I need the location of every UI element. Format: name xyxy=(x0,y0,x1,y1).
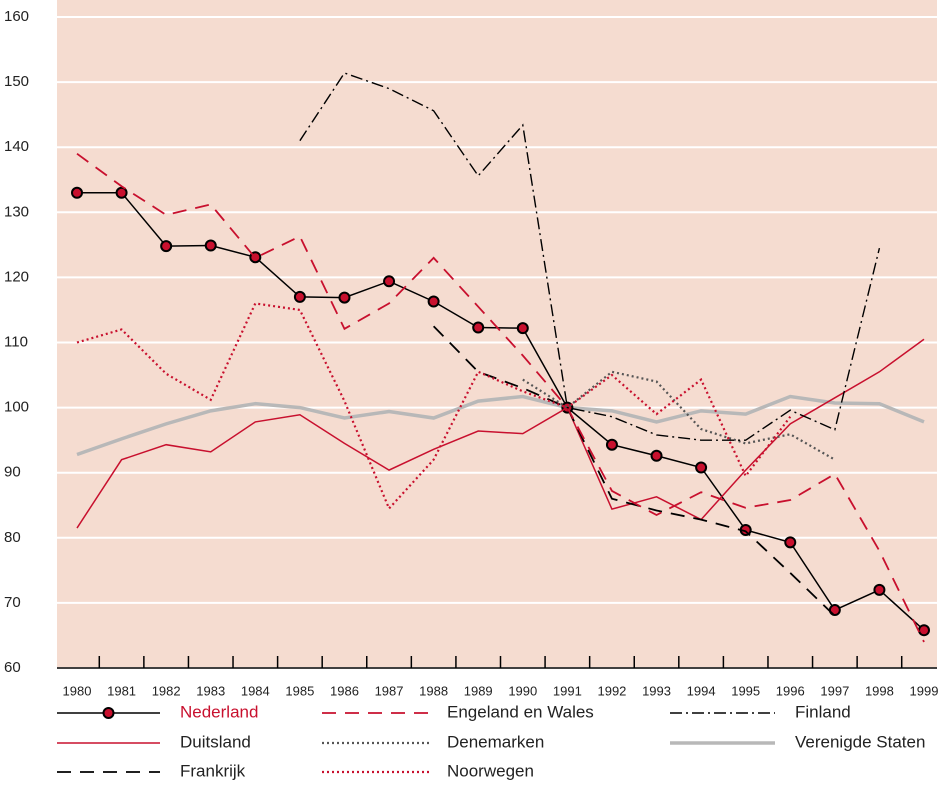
point-marker xyxy=(873,583,886,596)
x-tick-label: 1997 xyxy=(820,683,849,698)
x-tick-label: 1987 xyxy=(375,683,404,698)
point-marker xyxy=(293,290,306,303)
series-line xyxy=(522,370,836,461)
x-tick-label: 1998 xyxy=(865,683,894,698)
x-tick-label: 1996 xyxy=(776,683,805,698)
point-marker xyxy=(650,449,663,462)
y-tick-label: 140 xyxy=(4,138,29,155)
y-tick-label: 70 xyxy=(4,594,21,611)
y-tick-label: 80 xyxy=(4,529,21,546)
x-tick-label: 1983 xyxy=(196,683,225,698)
y-tick-label: 60 xyxy=(4,659,21,676)
y-tick-label: 100 xyxy=(4,399,29,416)
series-line xyxy=(76,338,925,529)
x-tick-label: 1984 xyxy=(241,683,270,698)
legend-label: Nederland xyxy=(180,702,258,721)
legend-label: Frankrijk xyxy=(180,761,246,780)
y-tick-label: 160 xyxy=(4,8,29,25)
legend-marker xyxy=(102,707,115,719)
point-marker xyxy=(160,240,173,253)
x-tick-label: 1988 xyxy=(419,683,448,698)
series-line xyxy=(76,152,925,643)
x-tick-label: 1980 xyxy=(63,683,92,698)
legend-label: Duitsland xyxy=(180,732,251,751)
legend-label: Finland xyxy=(795,702,851,721)
point-marker xyxy=(338,291,351,304)
x-tick-label: 1999 xyxy=(910,683,939,698)
series-line xyxy=(76,394,925,457)
y-tick-label: 110 xyxy=(4,333,28,350)
point-marker xyxy=(605,438,618,451)
x-tick-label: 1981 xyxy=(107,683,136,698)
legend-label: Engeland en Wales xyxy=(447,702,594,721)
x-tick-label: 1991 xyxy=(553,683,582,698)
x-tick-label: 1992 xyxy=(597,683,626,698)
plot-background xyxy=(57,0,937,668)
point-marker xyxy=(71,186,83,199)
y-tick-label: 150 xyxy=(4,73,29,90)
y-tick-label: 130 xyxy=(4,203,29,220)
x-tick-label: 1985 xyxy=(285,683,314,698)
legend-label: Noorwegen xyxy=(447,761,534,780)
series-line xyxy=(76,302,792,511)
legend-label: Denemarken xyxy=(447,732,544,751)
x-tick-label: 1989 xyxy=(464,683,493,698)
point-marker xyxy=(784,536,797,549)
y-tick-label: 120 xyxy=(4,268,29,285)
series-line xyxy=(299,72,881,441)
point-marker xyxy=(427,295,440,308)
point-marker xyxy=(695,461,708,474)
x-tick-label: 1990 xyxy=(508,683,537,698)
series-line xyxy=(432,325,836,617)
point-marker xyxy=(472,321,485,334)
point-marker xyxy=(383,275,396,288)
series-line xyxy=(77,192,925,631)
point-marker xyxy=(115,186,128,199)
legend-label: Verenigde Staten xyxy=(795,732,925,751)
x-tick-label: 1994 xyxy=(687,683,716,698)
x-tick-label: 1993 xyxy=(642,683,671,698)
x-tick-label: 1995 xyxy=(731,683,760,698)
point-marker xyxy=(918,624,930,637)
x-tick-label: 1982 xyxy=(152,683,181,698)
point-marker xyxy=(516,322,529,335)
y-tick-label: 90 xyxy=(4,464,21,481)
x-tick-label: 1986 xyxy=(330,683,359,698)
point-marker xyxy=(204,239,217,252)
